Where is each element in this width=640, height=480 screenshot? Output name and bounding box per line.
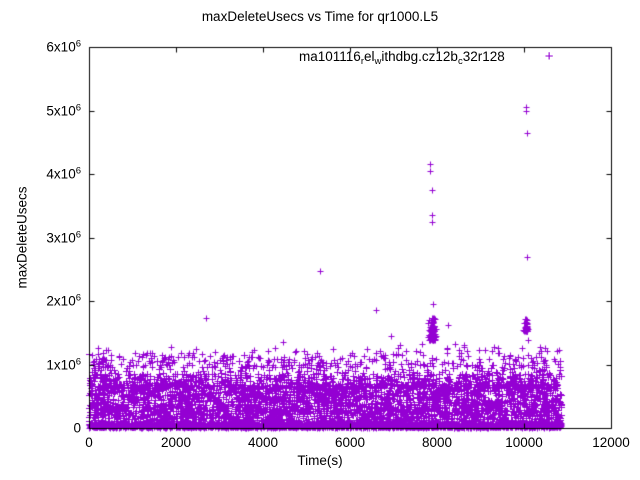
- y-tick-label: 0: [73, 420, 81, 436]
- x-tick-label: 6000: [334, 435, 366, 450]
- x-axis-title: Time(s): [297, 453, 343, 468]
- x-tick-label: 8000: [421, 435, 453, 450]
- y-tick-label: 3x106: [46, 229, 81, 245]
- legend-series-label: ma101116relwithdbg.cz12bc32r128 +: [299, 48, 554, 67]
- y-tick-label: 4x106: [46, 165, 81, 182]
- y-tick-label: 5x106: [46, 102, 81, 118]
- x-tick-label: 2000: [160, 435, 192, 450]
- y-tick-label: 6x106: [46, 38, 81, 55]
- x-tick-label: 10000: [505, 435, 543, 450]
- x-tick-label: 12000: [592, 435, 630, 450]
- page-title: maxDeleteUsecs vs Time for qr1000.L5: [201, 9, 439, 24]
- y-tick-label: 1x106: [46, 356, 81, 372]
- x-tick-label: 0: [85, 435, 93, 450]
- x-tick-label: 4000: [247, 435, 279, 450]
- y-tick-label: 2x106: [46, 292, 81, 309]
